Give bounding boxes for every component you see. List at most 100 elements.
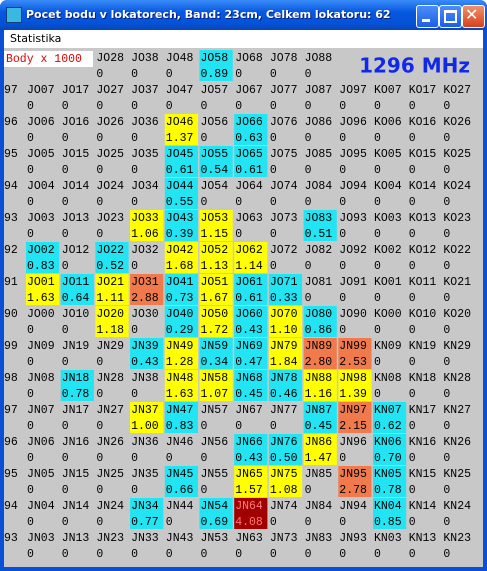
cell-highlight: [199, 50, 233, 81]
locator-value: 1.57: [235, 484, 263, 497]
cell-highlight: [199, 274, 233, 305]
locator-name: KN23: [443, 532, 471, 545]
locator-value: 0: [339, 228, 346, 241]
cell-highlight: [199, 146, 233, 177]
title-bar: Pocet bodu v lokatorech, Band: 23cm, Cel…: [0, 0, 487, 30]
close-button[interactable]: ✕: [462, 5, 485, 28]
cell-highlight: [130, 338, 164, 369]
locator-value: 0: [339, 548, 346, 561]
locator-value: 1.16: [305, 388, 333, 401]
locator-value: 0: [374, 196, 381, 209]
locator-value: 0: [409, 356, 416, 369]
locator-value: 0: [201, 132, 208, 145]
cell-highlight: [338, 402, 372, 433]
locator-value: 0: [339, 292, 346, 305]
locator-name: JO90: [339, 308, 367, 321]
locator-value: 0: [443, 196, 450, 209]
row-prefix: 92: [4, 244, 18, 257]
minimize-button[interactable]: [416, 5, 439, 28]
locator-name: JN47: [166, 404, 194, 417]
locator-value: 0: [27, 516, 34, 529]
locator-value: 0: [409, 516, 416, 529]
locator-name: JO07: [27, 84, 55, 97]
cell-highlight: [164, 370, 198, 401]
locator-name: JO88: [305, 52, 333, 65]
locator-name: JN18: [62, 372, 90, 385]
locator-name: JN93: [339, 532, 367, 545]
locator-name: JN15: [62, 468, 90, 481]
locator-name: JN88: [305, 372, 333, 385]
locator-name: JO58: [201, 52, 229, 65]
row-prefix: 94: [4, 500, 18, 513]
locator-name: JO86: [305, 116, 333, 129]
locator-value: 0: [96, 452, 103, 465]
locator-value: 0: [96, 516, 103, 529]
locator-value: 0.66: [166, 484, 194, 497]
locator-name: KO13: [409, 212, 437, 225]
locator-name: JN36: [131, 436, 159, 449]
locator-value: 0: [374, 324, 381, 337]
locator-name: KN07: [374, 404, 402, 417]
cell-highlight: [268, 434, 303, 465]
cell-highlight: [95, 306, 129, 337]
locator-name: JN73: [270, 532, 298, 545]
locator-value: 1.72: [201, 324, 229, 337]
locator-value: 0: [339, 324, 346, 337]
locator-name: JN29: [96, 340, 124, 353]
row-prefix: 90: [4, 308, 18, 321]
cell-highlight: [234, 114, 268, 145]
locator-name: JN49: [166, 340, 194, 353]
locator-value: 0.61: [235, 164, 263, 177]
locator-grid: Body x 1000 1296 MHz JO28 0 JO38 0 JO48 0 JO58…: [4, 48, 483, 567]
locator-value: 0: [62, 260, 69, 273]
locator-name: JN65: [235, 468, 263, 481]
menu-item[interactable]: Statistika: [10, 32, 62, 45]
locator-value: 0.70: [374, 452, 402, 465]
locator-name: JN54: [201, 500, 229, 513]
locator-name: KN04: [374, 500, 402, 513]
locator-value: 0: [131, 324, 138, 337]
locator-name: JN43: [166, 532, 194, 545]
locator-value: 0: [443, 100, 450, 113]
locator-name: JO50: [201, 308, 229, 321]
locator-name: KN03: [374, 532, 402, 545]
locator-name: JN46: [166, 436, 194, 449]
locator-value: 0: [131, 484, 138, 497]
locator-value: 0: [96, 228, 103, 241]
locator-value: 0.34: [201, 356, 229, 369]
locator-name: JN06: [27, 436, 55, 449]
cell-highlight: [164, 146, 198, 177]
cell-highlight: [373, 434, 407, 465]
locator-name: KN24: [443, 500, 471, 513]
locator-value: 0.83: [166, 420, 194, 433]
locator-name: JO30: [131, 308, 159, 321]
locator-value: 0: [305, 260, 312, 273]
locator-value: 0: [166, 100, 173, 113]
locator-name: KO25: [443, 148, 471, 161]
locator-name: JO97: [339, 84, 367, 97]
locator-name: JO01: [27, 276, 55, 289]
locator-value: 1.37: [166, 132, 194, 145]
locator-value: 0: [270, 228, 277, 241]
locator-name: JO61: [235, 276, 263, 289]
locator-name: KO20: [443, 308, 471, 321]
cell-highlight: [234, 274, 268, 305]
locator-name: JO43: [166, 212, 194, 225]
maximize-button[interactable]: [439, 5, 462, 28]
locator-name: KO05: [374, 148, 402, 161]
cell-highlight: [95, 242, 129, 273]
locator-value: 0: [409, 196, 416, 209]
locator-value: 0: [201, 100, 208, 113]
locator-value: 0: [62, 484, 69, 497]
locator-name: JN38: [131, 372, 159, 385]
locator-value: 0: [374, 292, 381, 305]
locator-name: JN96: [339, 436, 367, 449]
label-box: [4, 51, 93, 67]
locator-name: JO40: [166, 308, 194, 321]
locator-name: JN58: [201, 372, 229, 385]
cell-highlight: [338, 338, 372, 369]
locator-value: 0: [374, 132, 381, 145]
locator-value: 0: [443, 452, 450, 465]
locator-value: 0: [166, 548, 173, 561]
